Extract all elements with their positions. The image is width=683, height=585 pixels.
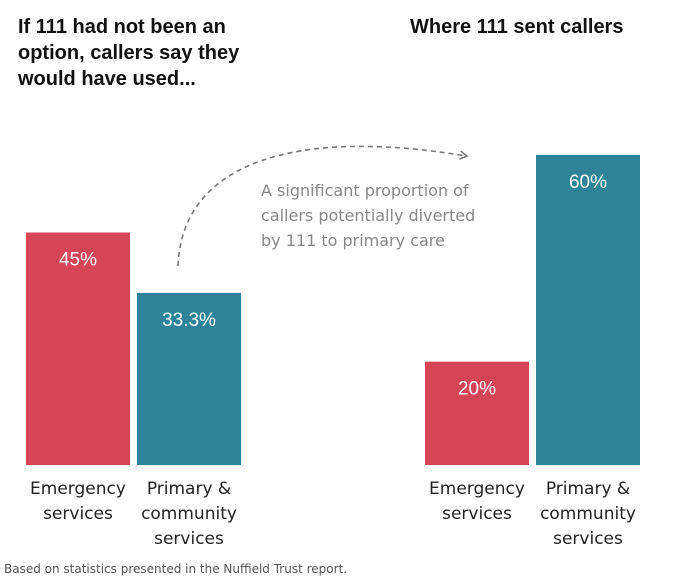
left-emergency-bar [26,232,130,465]
right-emergency-category-label: services [442,504,512,524]
annotation-line-3: by 111 to primary care [261,231,445,250]
annotation-line-2: callers potentially diverted [261,206,475,225]
left-emergency-category-label: Emergency [30,479,126,499]
annotation-line-1: A significant proportion of [261,181,469,200]
left-primary-category-label: services [154,529,224,549]
right-emergency-bar [425,361,529,465]
right-primary-bar [536,155,640,465]
left-primary-category-label: community [141,504,237,524]
right-primary-value-label: 60% [569,172,607,193]
right-primary-category-label: Primary & [546,479,630,499]
right-primary-category-label: services [553,529,623,549]
right-emergency-category-label: Emergency [429,479,525,499]
right-emergency-value-label: 20% [458,379,496,400]
left-chart-title: If 111 had not been an option, callers s… [18,16,240,90]
left-primary-bar [137,292,241,465]
annotation-arrow [177,145,469,267]
footnote: Based on statistics presented in the Nuf… [4,562,348,576]
left-emergency-value-label: 45% [59,250,97,271]
right-chart-title: Where 111 sent callers [410,16,624,38]
right-primary-category-label: community [540,504,636,524]
left-primary-value-label: 33.3% [162,310,216,331]
left-primary-category-label: Primary & [147,479,231,499]
left-emergency-category-label: services [43,504,113,524]
